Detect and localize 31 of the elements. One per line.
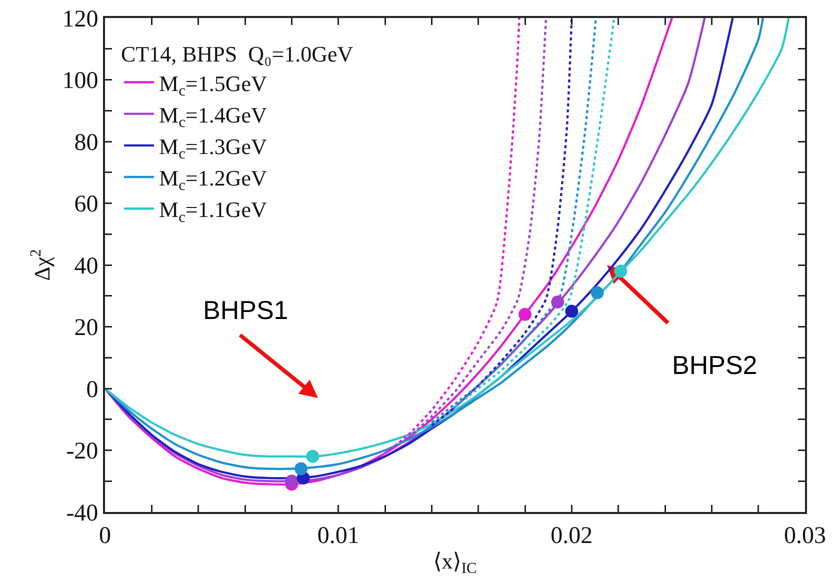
legend-label: M$_{c}$=1.2GeV — [159, 166, 267, 194]
point — [551, 296, 564, 309]
point — [614, 264, 628, 278]
legend-label: M$_{c}$=1.4GeV — [159, 102, 267, 132]
legend-label: M$_{c}$=1.5GeV — [159, 70, 267, 100]
point — [306, 450, 320, 463]
legend-label: M$_{c}$=1.1GeV — [159, 197, 267, 226]
point — [294, 462, 308, 476]
y-tick-label: 0 — [86, 376, 98, 403]
y-tick-label: 120 — [62, 6, 98, 32]
annotation: BHPS1 — [203, 295, 288, 325]
point — [518, 308, 532, 321]
legend-label: M$_{c}$=1.3GeV — [159, 134, 267, 163]
point — [565, 304, 578, 318]
y-tick-label: 60 — [74, 192, 98, 218]
line-series — [430, 18, 598, 424]
y-tick-label: -40 — [66, 500, 98, 526]
x-tick-label: 0.03 — [784, 522, 826, 549]
point — [590, 286, 604, 300]
y-tick-label: 20 — [74, 315, 98, 342]
x-tick-label: 0.01 — [317, 522, 360, 549]
y-tick-label: 40 — [74, 253, 98, 280]
y-tick-label: 100 — [62, 68, 98, 94]
annotation: BHPS2 — [672, 350, 758, 380]
y-tick-label: 80 — [74, 130, 98, 156]
point — [285, 474, 298, 488]
x-tick-label: 0.02 — [550, 522, 593, 549]
legend-title: CT14, BHPS Q₀=1.0GeV — [121, 41, 354, 66]
y-tick-label: -20 — [66, 438, 98, 465]
x-axis-title: ⟨x⟩$_{IC}$ — [433, 548, 477, 577]
line-series — [407, 18, 548, 439]
